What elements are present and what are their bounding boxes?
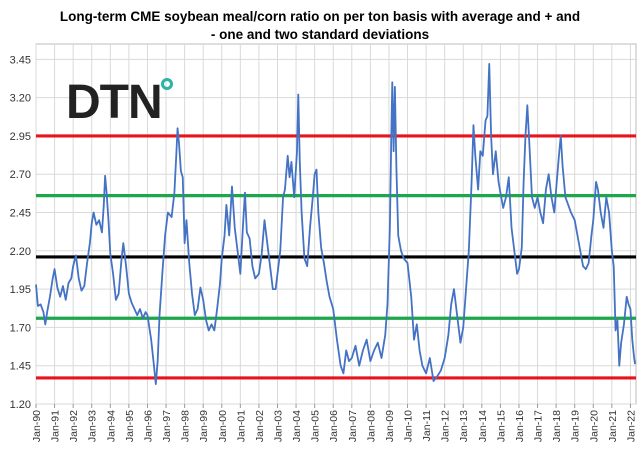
- y-tick-label: 3.20: [10, 93, 31, 105]
- x-tick-label: Jan-98: [180, 410, 192, 442]
- x-tick-label: Jan-90: [31, 410, 43, 442]
- x-tick-label: Jan-04: [291, 410, 303, 442]
- x-tick-label: Jan-09: [384, 410, 396, 442]
- dtn-logo-text: DTN: [66, 76, 162, 129]
- x-tick-label: Jan-22: [625, 410, 637, 442]
- x-tick-label: Jan-16: [514, 410, 526, 442]
- x-tick-label: Jan-11: [421, 410, 433, 441]
- chart-title-line-2: - one and two standard deviations: [210, 27, 430, 42]
- x-tick-label: Jan-03: [272, 410, 284, 442]
- x-tick-label: Jan-21: [607, 410, 619, 442]
- reference-lines-layer: [36, 134, 636, 380]
- y-tick-label: 2.95: [10, 131, 31, 143]
- x-tick-label: Jan-17: [533, 410, 545, 442]
- y-tick-label: 3.45: [10, 54, 31, 66]
- x-tick-label: Jan-20: [588, 410, 600, 442]
- series-layer: [35, 63, 636, 385]
- x-tick-label: Jan-06: [328, 410, 340, 442]
- y-tick-label: 2.45: [10, 208, 31, 220]
- x-tick-label: Jan-19: [570, 410, 582, 442]
- ratio-series-line: [35, 63, 636, 385]
- x-tick-label: Jan-14: [477, 410, 489, 442]
- x-tick-label: Jan-00: [217, 410, 229, 442]
- chart-title: Long-term CME soybean meal/corn ratio on…: [40, 8, 600, 44]
- x-tick-label: Jan-18: [551, 410, 563, 442]
- x-tick-label: Jan-10: [403, 410, 415, 442]
- x-tick-label: Jan-92: [68, 410, 80, 442]
- dtn-logo: DTN: [66, 76, 173, 129]
- x-axis-ticks: Jan-90 Jan-91 Jan-92 Jan-93 Jan-94 Jan-95 Jan-…: [31, 404, 637, 442]
- y-tick-label: 2.20: [10, 246, 31, 258]
- x-tick-label: Jan-13: [458, 410, 470, 442]
- x-tick-label: Jan-93: [87, 410, 99, 442]
- y-tick-label: 1.20: [10, 399, 31, 411]
- x-tick-label: Jan-91: [50, 410, 62, 442]
- x-tick-label: Jan-15: [495, 410, 507, 442]
- y-tick-label: 1.70: [10, 322, 31, 334]
- plot-area-background: [35, 43, 637, 405]
- dtn-logo-dot: [161, 78, 173, 90]
- x-tick-label: Jan-01: [235, 410, 247, 442]
- x-tick-label: Jan-99: [198, 410, 210, 442]
- y-tick-label: 1.45: [10, 361, 31, 373]
- chart-title-line-1: Long-term CME soybean meal/corn ratio on…: [59, 9, 581, 24]
- x-tick-label: Jan-12: [440, 410, 452, 442]
- x-tick-label: Jan-07: [347, 410, 359, 442]
- x-tick-label: Jan-97: [161, 410, 173, 442]
- y-axis-ticks: 1.20 1.45 1.70 1.95 2.20 2.45 2.70 2.95 3.20 3.45: [10, 54, 31, 411]
- x-tick-label: Jan-05: [310, 410, 322, 442]
- y-tick-label: 2.70: [10, 169, 31, 181]
- x-tick-label: Jan-02: [254, 410, 266, 442]
- x-tick-label: Jan-96: [142, 410, 154, 442]
- x-tick-label: Jan-94: [105, 410, 117, 442]
- x-tick-label: Jan-08: [365, 410, 377, 442]
- grid-layer: [35, 44, 636, 405]
- y-tick-label: 1.95: [10, 284, 31, 296]
- x-tick-label: Jan-95: [124, 410, 136, 442]
